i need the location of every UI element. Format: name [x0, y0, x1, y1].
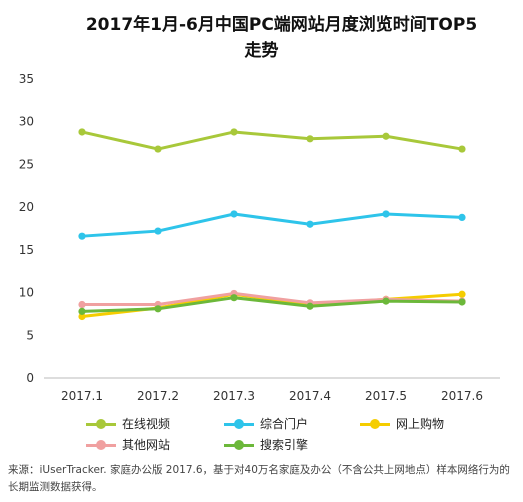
data-point — [306, 220, 314, 228]
series-line — [81, 296, 463, 313]
data-point — [230, 128, 238, 136]
data-point — [382, 297, 390, 305]
series-group — [78, 294, 466, 315]
x-tick-label: 2017.3 — [213, 389, 255, 403]
y-tick-label: 15 — [19, 243, 34, 257]
y-tick-label: 35 — [19, 72, 34, 86]
x-tick-label: 2017.5 — [365, 389, 407, 403]
chart-title: 2017年1月-6月中国PC端网站月度浏览时间TOP5 走势 — [0, 12, 523, 64]
data-point — [78, 128, 86, 136]
data-point — [382, 210, 390, 218]
data-point — [458, 213, 466, 221]
data-point — [382, 132, 390, 140]
chart-title-line-2: 走势 — [244, 41, 279, 61]
data-point — [154, 305, 162, 313]
data-point — [78, 300, 86, 309]
y-tick-label: 0 — [26, 371, 34, 385]
x-tick-label: 2017.6 — [441, 389, 483, 403]
data-point — [458, 145, 466, 153]
data-point — [78, 307, 86, 315]
series-group — [78, 210, 466, 240]
y-tick-label: 20 — [19, 200, 34, 214]
x-tick-label: 2017.4 — [289, 389, 331, 403]
data-point — [154, 145, 162, 153]
series-group — [78, 128, 466, 153]
series-line — [81, 130, 463, 151]
chart-title-line-1: 2017年1月-6月中国PC端网站月度浏览时间TOP5 — [85, 15, 478, 35]
series-line — [81, 212, 463, 238]
series-group — [78, 289, 466, 309]
x-tick-label: 2017.1 — [61, 389, 103, 403]
data-point — [78, 232, 86, 240]
data-point — [458, 290, 466, 298]
y-tick-label: 25 — [19, 157, 34, 171]
series-line — [82, 291, 463, 307]
data-point — [458, 298, 466, 306]
data-point — [230, 210, 238, 218]
data-point — [306, 135, 314, 143]
x-tick-label: 2017.2 — [137, 389, 179, 403]
source-note: 来源：iUserTracker. 家庭办公版 2017.6，基于对40万名家庭及… — [8, 464, 510, 493]
data-point — [154, 227, 162, 235]
y-tick-label: 30 — [19, 115, 34, 129]
y-tick-label: 5 — [26, 328, 34, 342]
data-point — [78, 312, 86, 321]
chart-axes: 0 5 10 15 20 25 30 35 2017.1 2017.2 2017.3 2017.4 20… — [19, 72, 500, 403]
chart-series — [78, 128, 466, 321]
data-point — [306, 302, 314, 310]
y-tick-label: 10 — [19, 286, 34, 300]
data-point — [230, 294, 238, 302]
